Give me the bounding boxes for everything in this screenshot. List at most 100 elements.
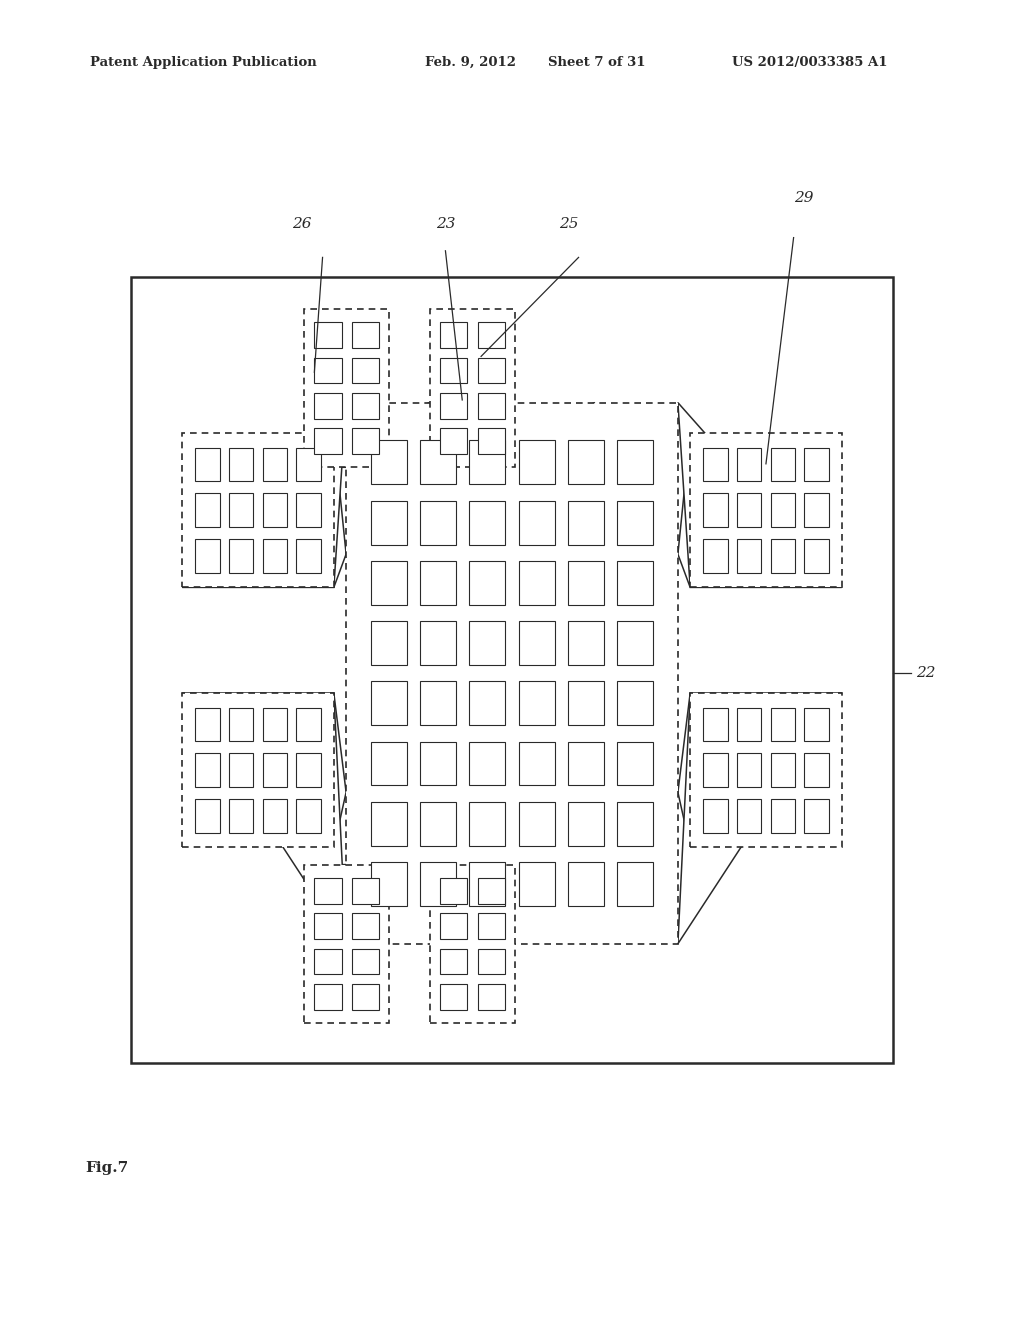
Bar: [617, 742, 653, 785]
Text: US 2012/0033385 A1: US 2012/0033385 A1: [732, 55, 888, 69]
Bar: [469, 862, 506, 906]
Bar: [229, 447, 254, 480]
Bar: [469, 742, 506, 785]
Bar: [420, 801, 456, 846]
Bar: [703, 708, 728, 741]
Bar: [477, 983, 505, 1010]
Bar: [351, 322, 379, 348]
Bar: [469, 622, 506, 665]
Bar: [518, 500, 555, 545]
Bar: [770, 800, 795, 833]
Bar: [351, 913, 379, 939]
Bar: [440, 983, 468, 1010]
Bar: [371, 862, 407, 906]
Bar: [770, 494, 795, 527]
Bar: [518, 862, 555, 906]
Bar: [617, 862, 653, 906]
Bar: [737, 494, 762, 527]
Text: Patent Application Publication: Patent Application Publication: [90, 55, 316, 69]
Text: 26: 26: [292, 216, 312, 231]
Polygon shape: [304, 403, 429, 467]
Bar: [617, 500, 653, 545]
Bar: [196, 800, 220, 833]
Bar: [469, 561, 506, 605]
Bar: [371, 801, 407, 846]
Bar: [568, 862, 604, 906]
Bar: [229, 540, 254, 573]
Bar: [568, 742, 604, 785]
Polygon shape: [430, 403, 595, 467]
Bar: [737, 540, 762, 573]
Bar: [518, 561, 555, 605]
Bar: [420, 441, 456, 484]
Polygon shape: [182, 403, 346, 587]
Polygon shape: [334, 433, 346, 587]
Bar: [296, 754, 321, 787]
Polygon shape: [430, 865, 595, 944]
Bar: [420, 500, 456, 545]
Bar: [229, 754, 254, 787]
Bar: [568, 441, 604, 484]
Bar: [296, 800, 321, 833]
Bar: [262, 494, 287, 527]
Bar: [518, 742, 555, 785]
Bar: [296, 540, 321, 573]
Bar: [804, 800, 828, 833]
Bar: [737, 447, 762, 480]
Text: Feb. 9, 2012: Feb. 9, 2012: [425, 55, 516, 69]
Polygon shape: [678, 693, 842, 944]
Polygon shape: [678, 403, 842, 587]
Bar: [371, 622, 407, 665]
Bar: [518, 622, 555, 665]
Bar: [351, 878, 379, 904]
Text: 22: 22: [916, 667, 936, 680]
Polygon shape: [678, 693, 690, 847]
Bar: [477, 428, 505, 454]
Bar: [469, 441, 506, 484]
Bar: [477, 358, 505, 383]
Bar: [314, 358, 342, 383]
Bar: [568, 681, 604, 725]
Bar: [196, 447, 220, 480]
Bar: [703, 494, 728, 527]
Bar: [296, 494, 321, 527]
Bar: [304, 865, 389, 1023]
Bar: [314, 393, 342, 418]
Bar: [420, 742, 456, 785]
Bar: [371, 500, 407, 545]
Bar: [804, 540, 828, 573]
Bar: [703, 800, 728, 833]
Bar: [351, 428, 379, 454]
Bar: [371, 681, 407, 725]
Bar: [477, 322, 505, 348]
Bar: [314, 983, 342, 1010]
Bar: [262, 540, 287, 573]
Bar: [440, 393, 468, 418]
Bar: [196, 540, 220, 573]
Bar: [804, 494, 828, 527]
Bar: [469, 801, 506, 846]
Bar: [568, 801, 604, 846]
Bar: [440, 322, 468, 348]
Bar: [262, 754, 287, 787]
Bar: [617, 441, 653, 484]
Bar: [351, 393, 379, 418]
Bar: [196, 754, 220, 787]
Polygon shape: [334, 693, 346, 847]
Bar: [770, 754, 795, 787]
Bar: [131, 277, 893, 1063]
Bar: [262, 800, 287, 833]
Bar: [804, 708, 828, 741]
Bar: [430, 309, 515, 467]
Bar: [196, 708, 220, 741]
Bar: [477, 949, 505, 974]
Bar: [346, 403, 678, 944]
Bar: [371, 441, 407, 484]
Text: Fig.7: Fig.7: [85, 1162, 128, 1175]
Bar: [703, 754, 728, 787]
Bar: [440, 913, 468, 939]
Text: Sheet 7 of 31: Sheet 7 of 31: [548, 55, 645, 69]
Bar: [737, 708, 762, 741]
Bar: [440, 878, 468, 904]
Polygon shape: [182, 693, 346, 944]
